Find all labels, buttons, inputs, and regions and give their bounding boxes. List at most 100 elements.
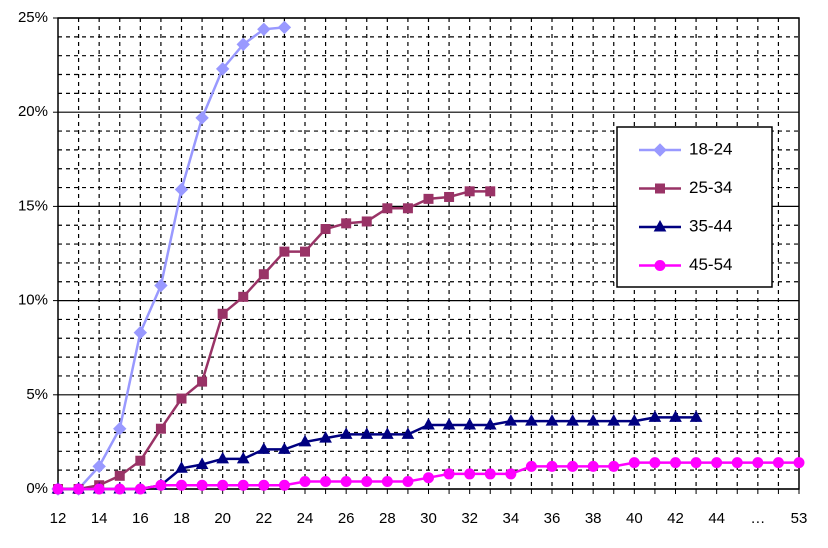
marker: [402, 475, 414, 487]
marker: [238, 291, 249, 302]
marker: [217, 308, 228, 319]
marker: [608, 460, 620, 472]
marker: [339, 427, 353, 439]
marker: [546, 460, 558, 472]
marker: [278, 442, 291, 454]
marker: [341, 218, 352, 229]
marker: [442, 417, 456, 430]
marker: [217, 479, 229, 491]
legend-label: 25-34: [689, 178, 732, 197]
x-tick-label: 32: [461, 510, 478, 527]
x-tick-label: 42: [667, 510, 684, 527]
marker: [653, 219, 667, 232]
y-tick-label: 10%: [18, 292, 48, 309]
marker: [277, 20, 292, 35]
marker: [340, 475, 352, 487]
legend-label: 18-24: [689, 139, 732, 158]
marker: [236, 37, 250, 52]
marker: [793, 457, 805, 469]
marker: [689, 410, 703, 422]
x-tick-label: 28: [379, 510, 396, 527]
marker: [155, 423, 166, 434]
marker: [279, 246, 290, 257]
marker: [174, 182, 189, 197]
marker: [73, 483, 85, 495]
marker: [176, 393, 187, 404]
x-tick-label: 34: [502, 510, 519, 527]
x-tick-label: 20: [214, 510, 231, 527]
marker: [258, 479, 270, 491]
marker: [504, 414, 518, 426]
marker: [649, 457, 661, 469]
series: [52, 457, 805, 495]
marker: [464, 468, 476, 480]
marker: [628, 457, 640, 469]
marker: [422, 417, 435, 430]
marker: [772, 457, 784, 469]
marker: [381, 475, 393, 487]
marker: [300, 246, 310, 257]
legend-label: 45-54: [689, 255, 732, 274]
marker: [195, 111, 209, 125]
marker: [299, 475, 311, 487]
marker: [505, 468, 517, 480]
marker: [648, 410, 662, 422]
legend-box: [616, 126, 773, 288]
marker: [607, 414, 621, 426]
marker: [176, 479, 187, 491]
marker: [278, 479, 290, 491]
marker: [382, 203, 393, 214]
marker: [525, 460, 537, 472]
x-tick-label: 18: [173, 510, 190, 527]
marker: [236, 451, 250, 464]
marker: [586, 414, 600, 426]
marker: [566, 414, 579, 426]
marker: [215, 62, 230, 76]
marker: [654, 260, 666, 271]
x-tick-label: 24: [297, 510, 314, 527]
marker: [237, 479, 249, 491]
series-line: [58, 190, 491, 491]
y-tick-label: 15%: [18, 197, 48, 214]
marker: [361, 475, 373, 487]
x-tick-label: 22: [255, 510, 272, 527]
marker: [463, 417, 477, 430]
marker: [752, 457, 764, 469]
marker: [545, 414, 559, 426]
marker: [361, 216, 372, 227]
marker: [257, 22, 271, 37]
marker: [257, 442, 271, 454]
marker: [464, 186, 475, 197]
x-tick-label: …: [750, 510, 765, 527]
series: [51, 20, 292, 496]
marker: [52, 483, 64, 495]
marker: [298, 434, 312, 447]
marker: [113, 422, 127, 436]
marker: [444, 191, 455, 202]
x-tick-label: 14: [91, 510, 108, 527]
marker: [216, 451, 230, 464]
x-tick-label: 40: [626, 510, 643, 527]
marker: [114, 483, 126, 495]
marker: [627, 414, 641, 426]
marker: [690, 457, 702, 469]
x-tick-label: 26: [338, 510, 355, 527]
marker: [319, 431, 332, 443]
marker: [483, 417, 497, 430]
x-tick-label: 36: [544, 510, 561, 527]
x-tick-label: 44: [708, 510, 725, 527]
marker: [711, 457, 723, 469]
marker: [320, 475, 332, 487]
marker: [360, 427, 374, 439]
x-tick-label: 38: [585, 510, 602, 527]
marker: [423, 193, 434, 204]
marker: [175, 461, 188, 473]
marker: [114, 470, 125, 481]
y-tick-label: 20%: [18, 103, 48, 120]
marker: [653, 143, 667, 157]
marker: [196, 479, 208, 491]
marker: [567, 460, 579, 472]
marker: [133, 325, 148, 340]
marker: [655, 183, 665, 194]
